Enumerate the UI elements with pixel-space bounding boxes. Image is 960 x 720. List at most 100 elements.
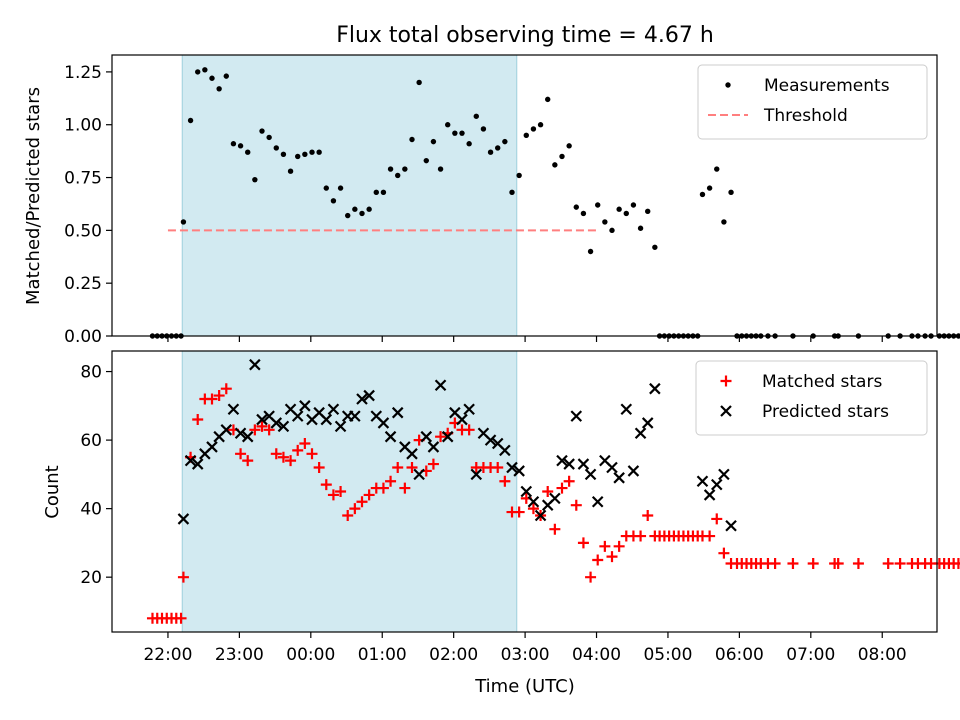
top-series-0-point [652,244,658,250]
bottom-series-1-point [696,475,709,487]
bottom-y-axis-label: Count [42,465,63,518]
top-series-0-point [699,191,706,198]
top-series-0-point [459,130,465,136]
top-series-0-point [437,166,444,172]
bottom-series-1-point [270,417,283,429]
bottom-series-1-point [577,458,590,470]
legend-swatch [720,405,732,417]
top-series-0-point [595,202,601,208]
chart-title: Flux total observing time = 4.67 h [336,23,714,48]
bottom-series-0-point [235,448,247,460]
top-series-0-point [473,113,479,119]
bottom-series-1-point [320,413,333,426]
bottom-series-1-point [191,458,204,470]
top-series-0-point [316,149,322,155]
bottom-series-1-point [591,496,604,508]
bottom-series-0-point [599,540,611,552]
bottom-y-tick-label: 20 [80,568,102,588]
top-series-0-point [273,145,279,151]
bottom-series-1-point [413,468,425,481]
bottom-series-1-point [220,424,233,436]
bottom-series-1-point [725,519,737,532]
top-series-0-point [623,210,629,217]
bottom-series-0-point [256,420,268,432]
bottom-series-1-point [349,410,361,422]
top-series-0-point [395,172,401,179]
top-series-0-point [387,166,394,172]
bottom-series-1-point [184,454,197,467]
top-series-0-point [237,143,244,149]
bottom-series-0-point [427,458,439,470]
bottom-series-0-point [492,462,504,474]
bottom-series-0-point [342,509,354,521]
top-y-tick-label: 0.50 [64,221,102,241]
top-observing-window [181,54,518,337]
bottom-series-1-point [363,389,375,402]
bottom-legend-box [695,360,928,436]
top-series-0-point [330,198,337,204]
top-y-tick-label: 0.25 [64,274,102,294]
bottom-series-1-point [456,413,468,426]
top-series-0-point [573,204,579,210]
bottom-series-0-point [313,462,325,474]
top-y-tick-label: 1.00 [64,116,102,136]
bottom-series-1-point [406,448,418,460]
bottom-series-1-point [556,454,568,467]
bottom-series-1-point [227,403,240,416]
top-series-0-point [245,149,251,155]
bottom-series-0-point [299,438,311,450]
bottom-series-0-point [363,489,375,501]
top-series-0-point [502,138,508,145]
top-series-0-point [645,208,651,215]
top-y-tick-label: 0.75 [64,169,102,189]
legend-label: Threshold [763,106,848,126]
bottom-series-0-point [192,414,204,426]
top-series-0-point [587,248,594,255]
top-series-0-point [955,333,960,339]
bottom-series-0-point [385,475,397,487]
top-series-0-point [936,333,943,339]
bottom-series-0-point [270,448,282,460]
bottom-series-0-point [832,557,844,569]
legend-label: Matched stars [762,372,882,392]
top-series-0-point [728,189,734,196]
bottom-series-0-point [556,482,568,494]
legend-swatch [720,375,732,387]
bottom-series-0-point [513,506,525,518]
bottom-series-1-point [334,420,347,433]
legend-label: Predicted stars [762,402,889,422]
top-series-0-point [309,149,315,155]
bottom-series-1-point [513,465,525,477]
bottom-series-0-point [292,444,304,456]
top-series-0-point [380,189,387,196]
top-series-0-point [295,153,301,160]
bottom-series-0-point [242,455,254,467]
top-series-0-point [230,141,237,147]
top-series-0-point [523,132,529,138]
bottom-series-0-point [549,523,561,535]
top-series-0-point [266,134,272,141]
top-series-0-point [445,122,451,128]
bottom-series-0-point [585,571,597,583]
bottom-series-1-point [420,430,433,443]
bottom-series-1-point [634,427,647,440]
bottom-series-1-point [703,489,716,501]
bottom-series-1-point [649,382,661,395]
top-series-0-point [616,206,622,212]
top-series-0-point [530,126,537,132]
bottom-series-1-point [527,496,540,508]
top-series-0-point [202,67,208,73]
x-tick-label: 06:00 [715,645,764,665]
bottom-series-0-point [306,448,318,460]
top-series-0-point [280,151,287,158]
bottom-series-0-point [577,537,589,549]
bottom-series-1-point [384,430,397,443]
bottom-series-0-point [787,557,799,569]
bottom-series-1-point [613,472,625,484]
top-y-axis-label: Matched/Predicted stars [23,87,44,305]
bottom-series-1-point [718,468,730,481]
bottom-series-1-point [177,513,190,525]
top-series-0-point [721,219,727,225]
bottom-series-1-point [377,417,390,429]
top-series-0-point [352,206,358,212]
